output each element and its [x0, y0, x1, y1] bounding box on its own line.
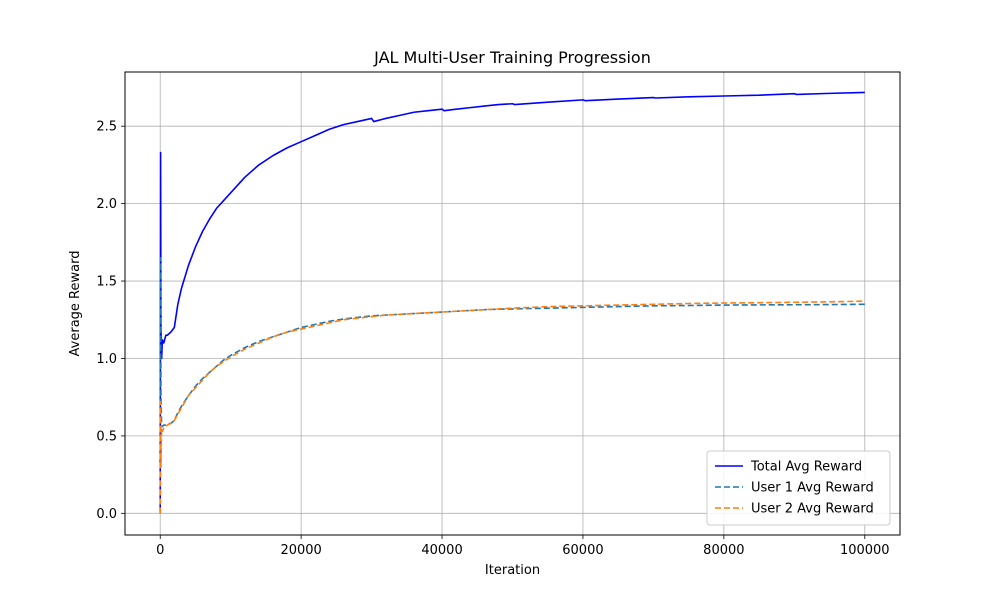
x-tick-label: 60000: [562, 543, 603, 558]
y-axis-title: Average Reward: [68, 251, 83, 357]
legend-label-user-1-avg-reward: User 1 Avg Reward: [751, 481, 874, 496]
y-tick-label: 2.5: [96, 120, 117, 135]
y-tick-label: 1.0: [96, 352, 117, 367]
ticks: 0 20000 40000 60000 80000 100000 0.0 0.5 1.0 1.5 2…: [96, 120, 889, 558]
x-tick-label: 20000: [280, 543, 321, 558]
y-tick-label: 2.0: [96, 197, 117, 212]
x-tick-label: 80000: [703, 543, 744, 558]
x-tick-label: 0: [156, 543, 164, 558]
y-tick-label: 0.5: [96, 429, 117, 444]
y-tick-label: 0.0: [96, 507, 117, 522]
plot-frame: [124, 71, 901, 536]
series-line-user-2-avg-reward: [159, 300, 865, 514]
legend-label-user-2-avg-reward: User 2 Avg Reward: [751, 502, 874, 517]
y-tick-label: 1.5: [96, 275, 117, 290]
legend: Total Avg Reward User 1 Avg Reward User 2 …: [706, 450, 891, 526]
legend-box: [706, 450, 891, 526]
series-layer: [159, 91, 865, 514]
series-line-total-avg-reward: [159, 91, 865, 514]
x-tick-label: 40000: [421, 543, 462, 558]
x-axis-title: Iteration: [485, 563, 540, 578]
legend-label-total-avg-reward: Total Avg Reward: [750, 460, 862, 475]
x-tick-label: 100000: [840, 543, 890, 558]
chart-title: JAL Multi-User Training Progression: [373, 48, 651, 67]
